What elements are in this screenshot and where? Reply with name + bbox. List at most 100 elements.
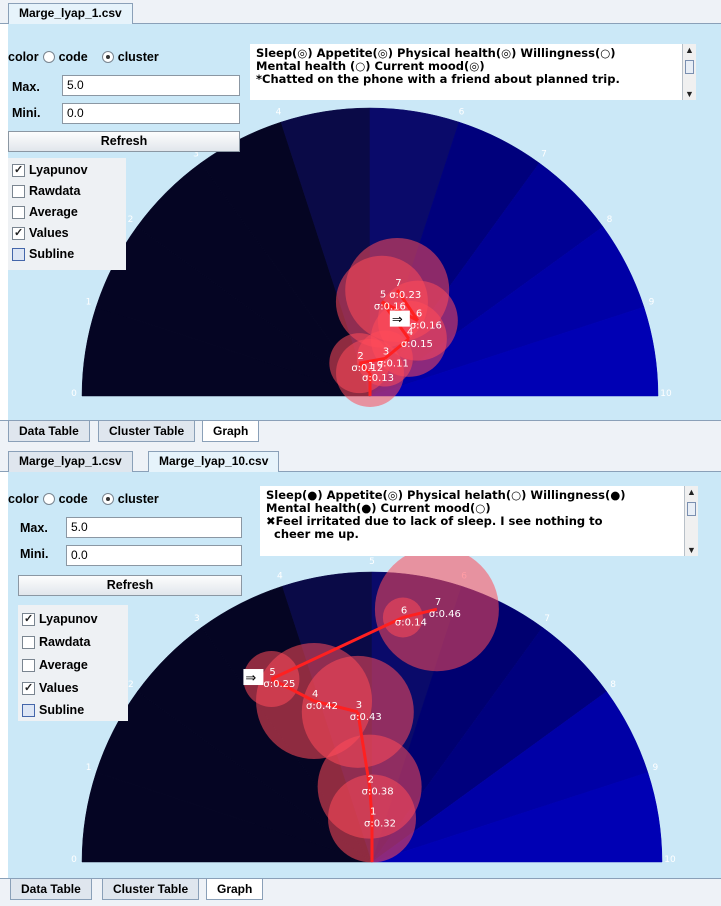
scroll-thumb[interactable]: [685, 60, 694, 74]
scroll-down-icon[interactable]: ▼: [683, 88, 696, 100]
tab-graph[interactable]: Graph: [206, 879, 263, 900]
check-average[interactable]: Average: [12, 205, 78, 219]
cluster-label: cluster: [118, 492, 159, 506]
scroll-up-icon[interactable]: ▲: [683, 44, 696, 56]
note-line: cheer me up.: [266, 528, 678, 541]
cluster-radio[interactable]: [102, 493, 114, 505]
scale-tick-label: 7: [544, 614, 550, 624]
refresh-button[interactable]: Refresh: [8, 131, 240, 152]
min-input[interactable]: 0.0: [66, 545, 242, 566]
color-label: color: [8, 492, 39, 506]
arrow-glyph: ⇒: [392, 313, 403, 328]
code-label: code: [59, 492, 88, 506]
scale-tick-label: 9: [649, 298, 655, 308]
color-label: color: [8, 50, 39, 64]
checkbox[interactable]: [22, 704, 35, 717]
scroll-up-icon[interactable]: ▲: [685, 486, 698, 498]
node-sigma-label: σ:0.13: [362, 373, 394, 384]
node-id-label: 2: [357, 351, 363, 362]
min-input[interactable]: 0.0: [62, 103, 240, 124]
node-id-label: 4: [312, 689, 318, 700]
note-scrollbar[interactable]: ▲ ▼: [682, 44, 696, 100]
graph-window-top: Marge_lyap_1.csv 0123456789101σ:0.132σ:0…: [0, 0, 721, 448]
tab-data-table[interactable]: Data Table: [10, 879, 92, 900]
view-tab-strip: Data Table Cluster Table Graph: [0, 420, 721, 448]
condition-note: Sleep(◎) Appetite(◎) Physical health(◎) …: [250, 44, 682, 100]
check-rawdata[interactable]: Rawdata: [12, 184, 80, 198]
check-label: Subline: [29, 247, 74, 261]
scale-tick-label: 4: [277, 572, 283, 582]
check-values[interactable]: Values: [12, 226, 69, 240]
tab-graph[interactable]: Graph: [202, 421, 259, 442]
scale-tick-label: 2: [128, 680, 134, 690]
node-sigma-label: σ:0.14: [395, 617, 427, 628]
checkbox[interactable]: [12, 227, 25, 240]
scale-tick-label: 6: [459, 107, 465, 117]
scale-tick-label: 1: [86, 298, 92, 308]
check-label: Average: [29, 205, 78, 219]
node-sigma-label: σ:0.32: [364, 819, 396, 830]
node-sigma-label: σ:0.42: [306, 701, 338, 712]
scale-tick-label: 0: [71, 855, 77, 865]
checkbox[interactable]: [12, 185, 25, 198]
check-average[interactable]: Average: [22, 658, 88, 672]
node-sigma-label: σ:0.38: [362, 787, 394, 798]
current-arrow-icon: ⇒: [390, 311, 410, 328]
node-id-label: 1: [370, 807, 376, 818]
min-label: Mini.: [12, 106, 40, 120]
color-radio[interactable]: [43, 51, 55, 63]
color-radio[interactable]: [43, 493, 55, 505]
checkbox[interactable]: [22, 682, 35, 695]
check-lyapunov[interactable]: Lyapunov: [22, 612, 98, 626]
note-line: *Chatted on the phone with a friend abou…: [256, 73, 676, 86]
refresh-button[interactable]: Refresh: [18, 575, 242, 596]
node-id-label: 6: [401, 605, 407, 616]
checkbox[interactable]: [22, 613, 35, 626]
check-rawdata[interactable]: Rawdata: [22, 635, 90, 649]
view-tab-strip: Data Table Cluster Table Graph: [0, 878, 721, 906]
min-label: Mini.: [20, 547, 48, 561]
check-values[interactable]: Values: [22, 681, 79, 695]
scale-tick-label: 2: [128, 215, 134, 225]
checkbox[interactable]: [12, 248, 25, 261]
check-label: Lyapunov: [29, 163, 88, 177]
check-label: Lyapunov: [39, 612, 98, 626]
file-tab-marge-lyap-1[interactable]: Marge_lyap_1.csv: [8, 451, 133, 472]
scale-tick-label: 8: [610, 680, 616, 690]
scroll-thumb[interactable]: [687, 502, 696, 516]
note-scrollbar[interactable]: ▲ ▼: [684, 486, 698, 556]
checkbox[interactable]: [22, 659, 35, 672]
code-label: code: [59, 50, 88, 64]
node-id-label: 3: [383, 347, 389, 358]
graph-canvas: 0123456789101σ:0.322σ:0.383σ:0.434σ:0.42…: [8, 472, 721, 878]
node-sigma-label: σ:0.15: [401, 339, 433, 350]
check-lyapunov[interactable]: Lyapunov: [12, 163, 88, 177]
node-sigma-label: σ:0.11: [377, 359, 409, 370]
node-id-label: 7: [395, 278, 401, 289]
check-label: Rawdata: [29, 184, 80, 198]
scroll-down-icon[interactable]: ▼: [685, 544, 698, 556]
max-input[interactable]: 5.0: [62, 75, 240, 96]
check-subline[interactable]: Subline: [12, 247, 74, 261]
tab-data-table[interactable]: Data Table: [8, 421, 90, 442]
checkbox[interactable]: [12, 164, 25, 177]
file-tab-marge-lyap-10[interactable]: Marge_lyap_10.csv: [148, 451, 279, 473]
cluster-radio[interactable]: [102, 51, 114, 63]
node-sigma-label: σ:0.16: [410, 321, 442, 332]
color-mode-selector: color code cluster: [8, 492, 159, 506]
condition-note: Sleep(●) Appetite(◎) Physical helath(○) …: [260, 486, 684, 556]
node-sigma-label: σ:0.23: [389, 290, 421, 301]
node-id-label: 7: [435, 597, 441, 608]
scale-tick-label: 0: [71, 389, 77, 399]
current-arrow-icon: ⇒: [243, 669, 263, 686]
checkbox[interactable]: [22, 636, 35, 649]
max-input[interactable]: 5.0: [66, 517, 242, 538]
tab-cluster-table[interactable]: Cluster Table: [98, 421, 195, 442]
check-subline[interactable]: Subline: [22, 703, 84, 717]
checkbox[interactable]: [12, 206, 25, 219]
file-tab-marge-lyap-1[interactable]: Marge_lyap_1.csv: [8, 3, 133, 25]
scale-tick-label: 7: [541, 150, 547, 160]
node-id-label: 5: [269, 667, 275, 678]
tab-cluster-table[interactable]: Cluster Table: [102, 879, 199, 900]
arrow-glyph: ⇒: [245, 671, 256, 686]
